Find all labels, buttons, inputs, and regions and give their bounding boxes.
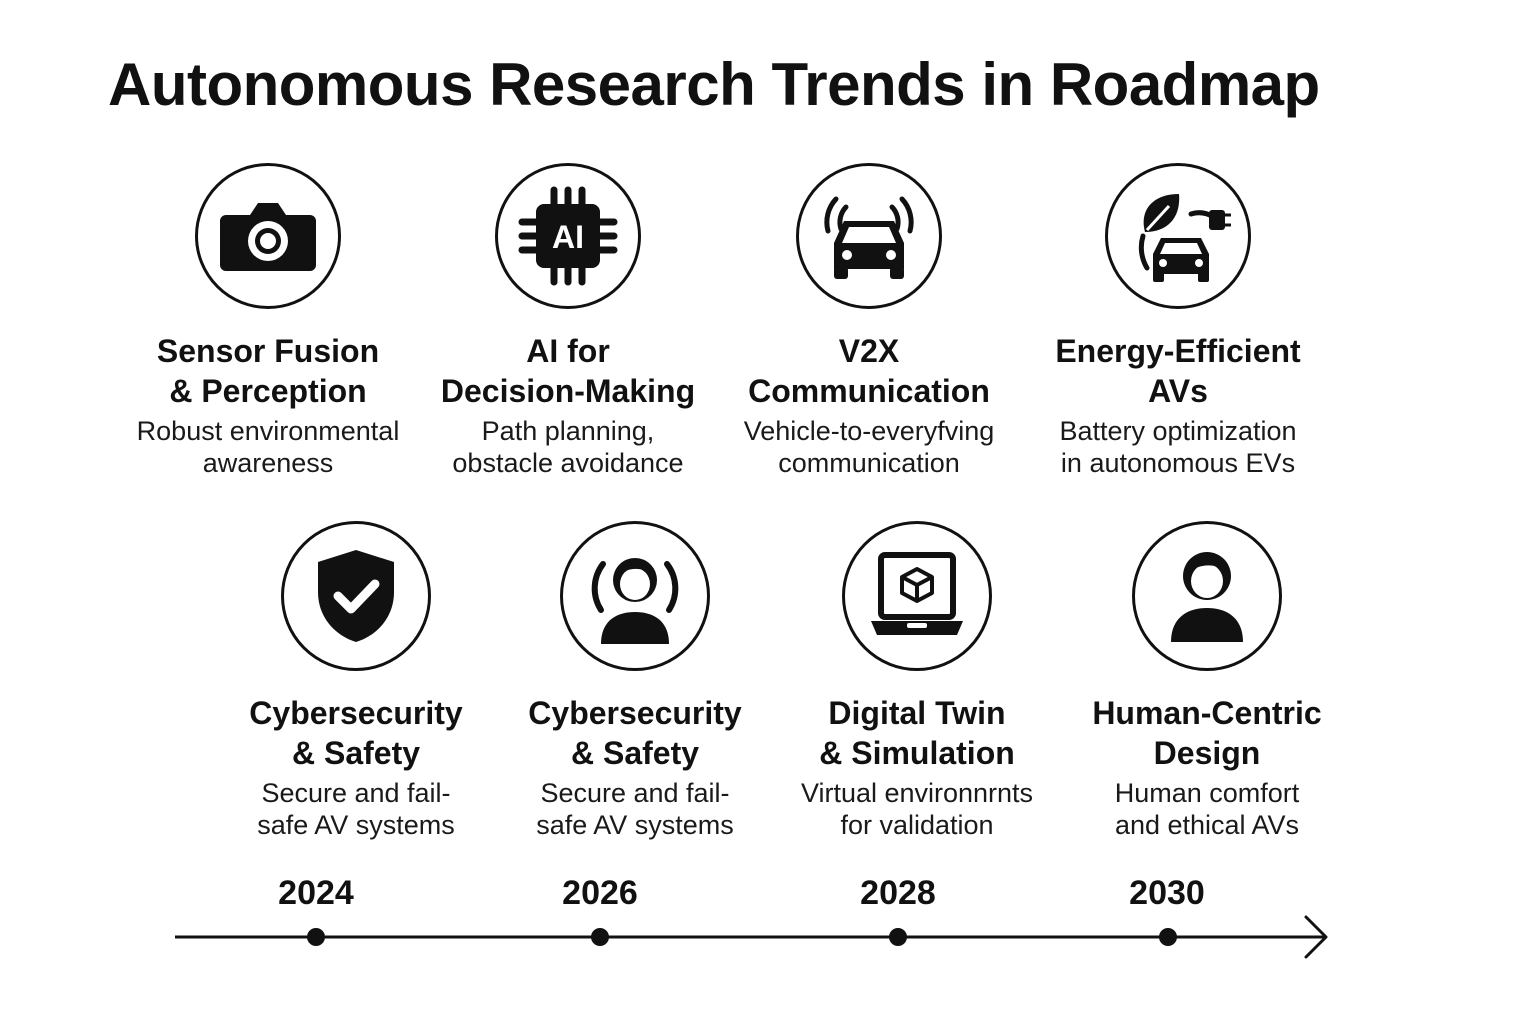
icon-circle	[560, 521, 710, 671]
trend-description: Secure and fail- safe AV systems	[536, 778, 734, 840]
trend-card-cybersecurity-2: Cybersecurity & Safety Secure and fail- …	[475, 521, 795, 841]
trend-card-digital-twin: Digital Twin & Simulation Virtual enviro…	[757, 521, 1077, 841]
trend-title: Cybersecurity & Safety	[249, 695, 463, 771]
trend-card-energy-efficient: Energy-Efficient AVs Battery optimizatio…	[1018, 163, 1338, 479]
timeline-year-2030: 2030	[1129, 874, 1205, 912]
shield-check-icon	[318, 550, 394, 642]
trend-title: AI for Decision-Making	[440, 333, 696, 409]
trend-card-sensor-fusion: Sensor Fusion & Perception Robust enviro…	[108, 163, 428, 479]
icon-circle	[842, 521, 992, 671]
timeline-year-2026: 2026	[562, 874, 638, 912]
icon-circle	[1132, 521, 1282, 671]
person-icon	[1171, 552, 1243, 642]
icon-circle	[796, 163, 942, 309]
trend-card-human-centric: Human-Centric Design Human comfort and e…	[1047, 521, 1367, 841]
chip-label: AI	[552, 219, 584, 255]
timeline-marker-2030	[1159, 928, 1177, 946]
icon-circle	[281, 521, 431, 671]
trend-title: Cybersecurity & Safety	[528, 695, 742, 771]
timeline-year-2028: 2028	[860, 874, 936, 912]
icon-circle: AI	[495, 163, 641, 309]
eco-electric-car-icon	[1138, 194, 1231, 282]
trend-title: Digital Twin & Simulation	[819, 695, 1015, 771]
page-title: Autonomous Research Trends in Roadmap	[108, 51, 1320, 118]
trend-description: Virtual environnrnts for validation	[800, 778, 1034, 840]
timeline-year-2024: 2024	[278, 874, 354, 912]
trend-description: Human comfort and ethical AVs	[1114, 778, 1300, 840]
trend-description: Battery optimization in autonomous EVs	[1059, 416, 1297, 478]
trend-description: Robust environmental awareness	[136, 416, 400, 478]
trend-description: Vehicle-to-everyfving communication	[743, 416, 995, 478]
connected-car-icon	[824, 196, 914, 279]
camera-icon	[220, 203, 316, 271]
timeline-arrow-icon	[1304, 915, 1328, 959]
trend-title: Energy-Efficient AVs	[1055, 333, 1301, 409]
trend-card-cybersecurity: Cybersecurity & Safety Secure and fail- …	[196, 521, 516, 841]
laptop-cube-icon	[871, 552, 963, 635]
ai-chip-icon: AI	[518, 186, 618, 286]
trend-card-v2x: V2X Communication Vehicle-to-everyfving …	[709, 163, 1029, 479]
timeline-marker-2024	[307, 928, 325, 946]
trend-title: Sensor Fusion & Perception	[156, 333, 380, 409]
icon-circle	[1105, 163, 1251, 309]
trend-description: Secure and fail- safe AV systems	[257, 778, 455, 840]
trend-title: Human-Centric Design	[1092, 695, 1322, 771]
timeline-marker-2028	[889, 928, 907, 946]
timeline	[175, 915, 1328, 959]
icon-circle	[195, 163, 341, 309]
timeline-marker-2026	[591, 928, 609, 946]
trend-description: Path planning, obstacle avoidance	[452, 416, 684, 478]
trend-card-ai-decision: AI AI for Decision-Making Path planning,…	[408, 163, 728, 479]
person-signal-icon	[591, 558, 679, 644]
trend-title: V2X Communication	[748, 333, 990, 409]
